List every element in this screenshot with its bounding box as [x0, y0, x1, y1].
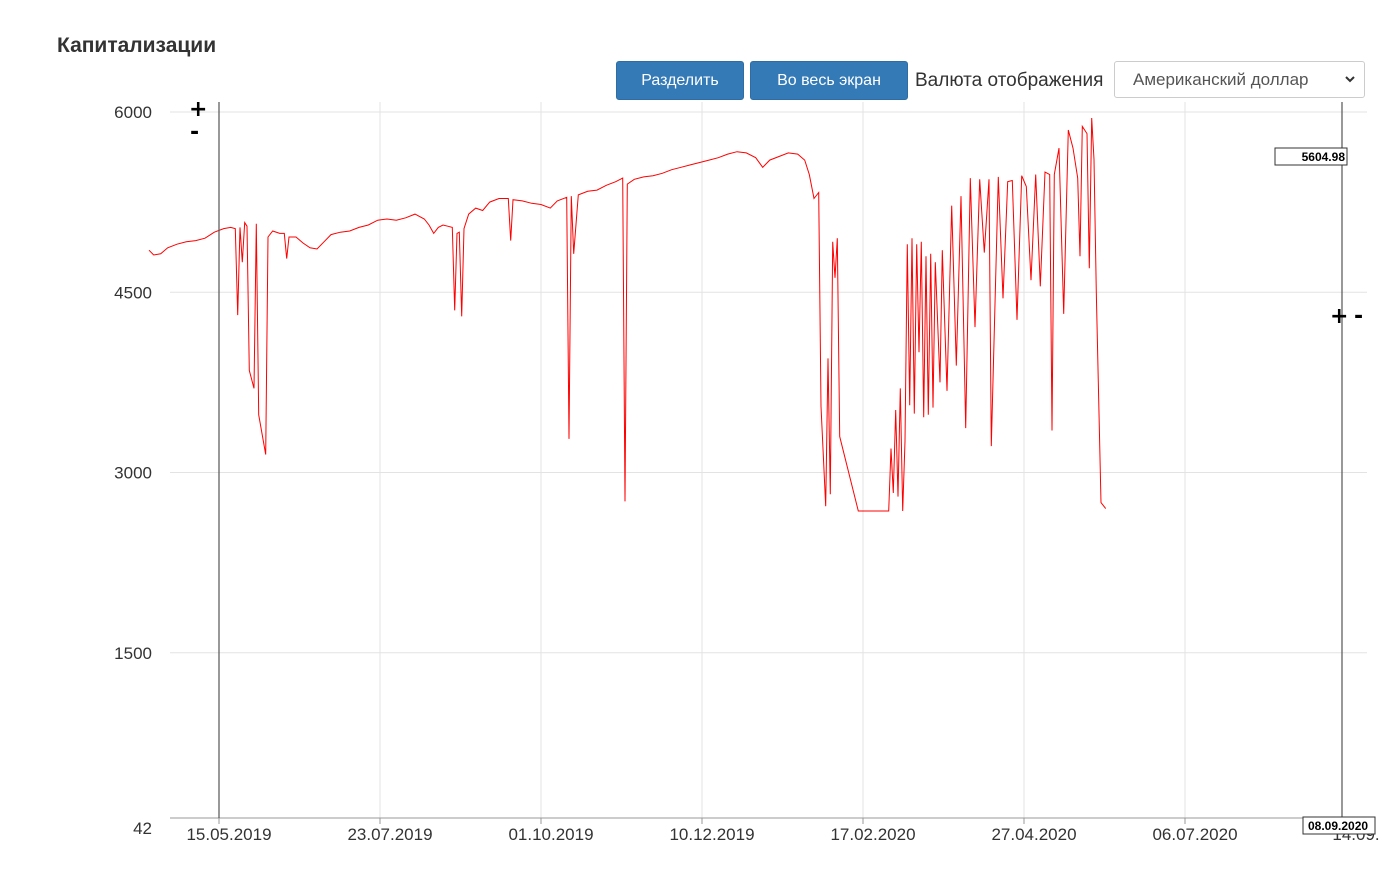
- page-title: Капитализации: [57, 34, 217, 57]
- x-tick-label: 27.04.2020: [991, 825, 1076, 844]
- left-zoom-out[interactable]: -: [190, 120, 199, 145]
- y-axis-ticks: 6000 4500 3000 1500 42: [114, 103, 152, 838]
- tooltip-date: 08.09.2020: [1308, 819, 1368, 833]
- tooltip-value: 5604.98: [1302, 150, 1346, 164]
- left-zoom-in[interactable]: +: [189, 97, 207, 122]
- y-tick-label: 1500: [114, 644, 152, 663]
- chevron-down-icon: [1345, 76, 1355, 83]
- x-tick-label: 23.07.2019: [347, 825, 432, 844]
- currency-label: Валюта отображения: [915, 69, 1104, 91]
- currency-select-value: Американский доллар: [1133, 69, 1309, 89]
- fullscreen-button[interactable]: Во весь экран: [750, 61, 908, 100]
- right-zoom-in[interactable]: +: [1330, 304, 1348, 329]
- y-tick-label: 3000: [114, 464, 152, 483]
- chart-axes: [170, 817, 1367, 824]
- x-tick-label: 01.10.2019: [508, 825, 593, 844]
- x-tick-label: 17.02.2020: [830, 825, 915, 844]
- series-line: [148, 117, 1107, 512]
- chart-grid: [170, 102, 1367, 818]
- split-button[interactable]: Разделить: [616, 61, 744, 100]
- y-tick-label: 4500: [114, 283, 152, 302]
- y-tick-label: 42: [133, 819, 152, 838]
- y-tick-label: 6000: [114, 103, 152, 122]
- currency-select[interactable]: Американский доллар: [1114, 61, 1365, 98]
- x-tick-label: 15.05.2019: [186, 825, 271, 844]
- chart-toolbar: Разделить Во весь экран Валюта отображен…: [616, 61, 1103, 100]
- right-zoom-out[interactable]: -: [1354, 304, 1363, 329]
- x-tick-label: 06.07.2020: [1152, 825, 1237, 844]
- value-tooltip: 5604.98: [1274, 147, 1348, 166]
- x-axis-ticks: 15.05.2019 23.07.2019 01.10.2019 10.12.2019…: [186, 825, 1379, 844]
- date-tooltip: 08.09.2020: [1302, 816, 1376, 835]
- x-tick-label: 10.12.2019: [669, 825, 754, 844]
